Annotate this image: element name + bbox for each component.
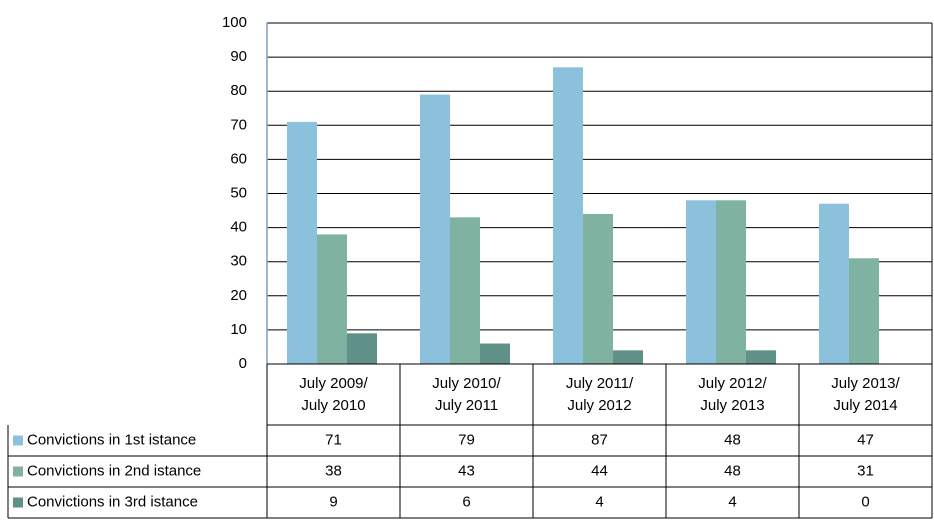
bar bbox=[287, 121, 317, 364]
y-tick-label: 90 bbox=[230, 48, 247, 65]
y-tick-label: 10 bbox=[230, 321, 247, 338]
bar bbox=[420, 94, 450, 365]
y-tick-label: 50 bbox=[230, 184, 247, 201]
bar bbox=[450, 217, 480, 364]
y-tick-label: 0 bbox=[239, 355, 247, 372]
bar bbox=[716, 200, 746, 364]
y-tick-label: 80 bbox=[230, 82, 247, 99]
bar bbox=[686, 200, 716, 364]
y-tick-label: 60 bbox=[230, 150, 247, 167]
bar bbox=[819, 203, 849, 364]
y-tick-label: 30 bbox=[230, 253, 247, 270]
table-value: 44 bbox=[591, 462, 608, 479]
table-value: 71 bbox=[325, 431, 342, 448]
table-value: 48 bbox=[724, 431, 741, 448]
x-tick-label: July 2012/ July 2013 bbox=[698, 374, 767, 414]
table-value: 9 bbox=[329, 493, 337, 510]
table-value: 31 bbox=[857, 462, 874, 479]
bar bbox=[613, 350, 643, 364]
x-tick-label-box: July 2009/ July 2010 bbox=[299, 374, 368, 414]
x-tick-label-box: July 2010/ July 2011 bbox=[432, 374, 501, 414]
legend-key bbox=[13, 497, 23, 508]
table-value: 4 bbox=[595, 493, 603, 510]
y-tick-label: 20 bbox=[230, 287, 247, 304]
x-tick-label-box: July 2012/ July 2013 bbox=[698, 374, 767, 414]
table-value: 79 bbox=[458, 431, 475, 448]
bar bbox=[317, 234, 347, 364]
table-value: 0 bbox=[861, 493, 869, 510]
bar bbox=[480, 343, 510, 364]
table-value: 6 bbox=[462, 493, 470, 510]
table-value: 4 bbox=[728, 493, 736, 510]
legend-label: Convictions in 2nd istance bbox=[27, 462, 201, 479]
x-tick-label: July 2009/ July 2010 bbox=[299, 374, 368, 414]
x-tick-label-box: July 2013/ July 2014 bbox=[831, 374, 900, 414]
x-tick-label: July 2010/ July 2011 bbox=[432, 374, 501, 414]
legend-key bbox=[13, 435, 23, 446]
x-tick-label-box: July 2011/ July 2012 bbox=[565, 374, 634, 414]
bar bbox=[553, 67, 583, 364]
table-value: 47 bbox=[857, 431, 874, 448]
bar bbox=[347, 333, 377, 364]
x-tick-label: July 2013/ July 2014 bbox=[831, 374, 900, 414]
y-tick-label: 100 bbox=[222, 14, 247, 31]
x-tick-label: July 2011/ July 2012 bbox=[565, 374, 634, 414]
table-value: 48 bbox=[724, 462, 741, 479]
y-tick-label: 40 bbox=[230, 219, 247, 236]
y-tick-label: 70 bbox=[230, 116, 247, 133]
bar bbox=[849, 258, 879, 364]
bar bbox=[583, 213, 613, 364]
bar bbox=[746, 350, 776, 364]
table-value: 43 bbox=[458, 462, 475, 479]
legend-label: Convictions in 1st istance bbox=[27, 431, 196, 448]
table-value: 87 bbox=[591, 431, 608, 448]
table-value: 38 bbox=[325, 462, 342, 479]
legend-label: Convictions in 3rd istance bbox=[27, 493, 198, 510]
legend-key bbox=[13, 466, 23, 477]
